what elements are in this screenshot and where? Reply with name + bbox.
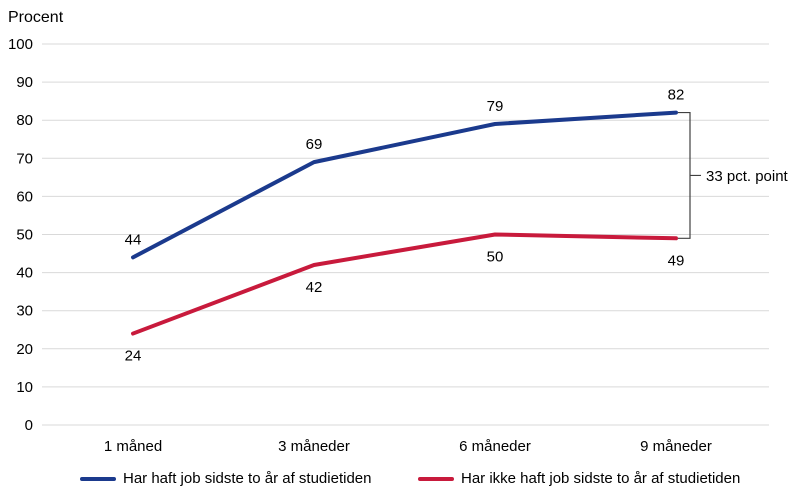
y-axis-tick-label: 100 — [8, 36, 33, 53]
data-label: 50 — [487, 249, 504, 266]
legend-label: Har haft job sidste to år af studietiden — [123, 470, 372, 487]
legend-marker-blue-line — [80, 476, 116, 481]
y-axis-tick-label: 30 — [16, 303, 33, 320]
line-chart: Procent 33 pct. point 0 10 20 30 40 50 60 70 80 9… — [8, 9, 789, 455]
y-axis-tick-label: 90 — [16, 74, 33, 91]
x-axis-label: 3 måneder — [278, 438, 350, 455]
data-label: 44 — [125, 231, 142, 248]
legend: Har haft job sidste to år af studietiden… — [0, 470, 797, 494]
difference-bracket — [678, 111, 701, 239]
y-axis-tick-label: 0 — [25, 417, 33, 434]
legend-item-har-haft-job: Har haft job sidste to år af studietiden — [80, 470, 371, 487]
y-axis-tick-label: 10 — [16, 379, 33, 396]
data-label: 69 — [306, 136, 323, 153]
data-label: 82 — [668, 87, 685, 104]
x-axis-label: 6 måneder — [459, 438, 531, 455]
series-line — [131, 232, 678, 336]
data-label: 79 — [487, 98, 504, 115]
y-axis-title: Procent — [8, 9, 64, 26]
y-axis-tick-label: 20 — [16, 341, 33, 358]
annotation-label: 33 pct. point — [706, 168, 789, 185]
y-axis-tick-label: 60 — [16, 188, 33, 205]
data-label: 42 — [306, 279, 323, 296]
y-axis-tick-label: 40 — [16, 265, 33, 282]
series-line — [131, 110, 678, 260]
data-label: 49 — [668, 252, 685, 269]
y-axis-tick-label: 50 — [16, 227, 33, 244]
legend-marker-red-line — [418, 476, 454, 481]
x-axis-label: 9 måneder — [640, 438, 712, 455]
y-axis-tick-label: 80 — [16, 112, 33, 129]
x-axis-label: 1 måned — [104, 438, 162, 455]
legend-label: Har ikke haft job sidste to år af studie… — [461, 470, 741, 487]
y-axis-tick-label: 70 — [16, 150, 33, 167]
legend-item-har-ikke-haft-job: Har ikke haft job sidste to år af studie… — [418, 470, 740, 487]
data-label: 24 — [125, 348, 142, 365]
